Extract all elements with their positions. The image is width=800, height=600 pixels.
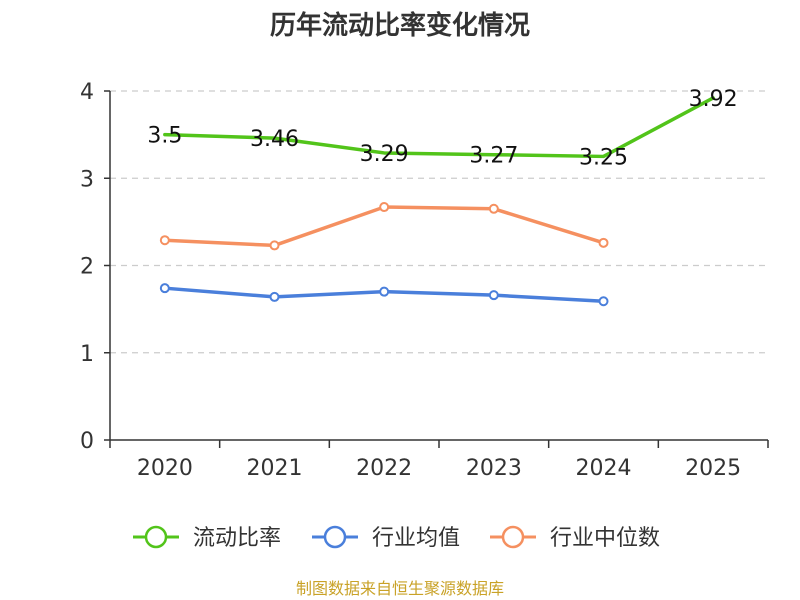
- x-tick-label: 2020: [137, 456, 193, 481]
- data-label: 3.5: [147, 124, 182, 149]
- legend-item-industry-median[interactable]: 行业中位数: [490, 525, 660, 551]
- y-tick-label: 3: [80, 167, 94, 192]
- legend-item-current-ratio[interactable]: 流动比率: [133, 525, 281, 551]
- data-label: 3.92: [689, 87, 738, 112]
- legend-swatch-marker: [323, 525, 347, 549]
- y-tick-label: 0: [80, 429, 94, 454]
- legend[interactable]: 流动比率 行业均值 行业中位数: [133, 525, 660, 551]
- data-point: [269, 240, 280, 251]
- x-tick-label: 2021: [247, 456, 303, 481]
- data-labels: 3.5 3.46 3.29 3.27 3.25 3.92: [147, 87, 737, 170]
- data-point: [598, 296, 609, 307]
- legend-swatch-marker: [144, 525, 168, 549]
- axes: 0 1 2 3 4 2020 2021 2022 2023 2024 2025: [80, 80, 769, 481]
- data-point: [269, 291, 280, 302]
- data-label: 3.46: [250, 127, 299, 152]
- series-layer: [159, 96, 715, 307]
- x-tick-label: 2025: [685, 456, 741, 481]
- data-point: [379, 286, 390, 297]
- series-line-industry-median: [163, 205, 606, 248]
- data-label: 3.27: [469, 144, 518, 169]
- data-point: [488, 290, 499, 301]
- x-tick-label: 2023: [466, 456, 522, 481]
- grid-lines: [110, 90, 768, 354]
- data-point: [488, 203, 499, 214]
- x-tick-label: 2024: [576, 456, 632, 481]
- legend-label: 行业中位数: [550, 526, 660, 551]
- data-point: [598, 237, 609, 248]
- source-note: 制图数据来自恒生聚源数据库: [296, 579, 504, 598]
- legend-item-industry-mean[interactable]: 行业均值: [312, 525, 460, 551]
- legend-label: 行业均值: [372, 526, 460, 551]
- data-label: 3.25: [579, 145, 628, 170]
- y-tick-label: 4: [80, 80, 94, 105]
- legend-swatch-marker: [501, 525, 525, 549]
- y-tick-label: 1: [80, 342, 94, 367]
- data-point: [379, 202, 390, 213]
- legend-label: 流动比率: [193, 526, 281, 551]
- data-point: [159, 283, 170, 294]
- chart-title: 历年流动比率变化情况: [270, 10, 530, 41]
- data-label: 3.29: [360, 142, 409, 167]
- y-tick-label: 2: [80, 255, 94, 280]
- series-line-current-ratio: [163, 96, 715, 159]
- x-tick-label: 2022: [356, 456, 412, 481]
- data-point: [159, 235, 170, 246]
